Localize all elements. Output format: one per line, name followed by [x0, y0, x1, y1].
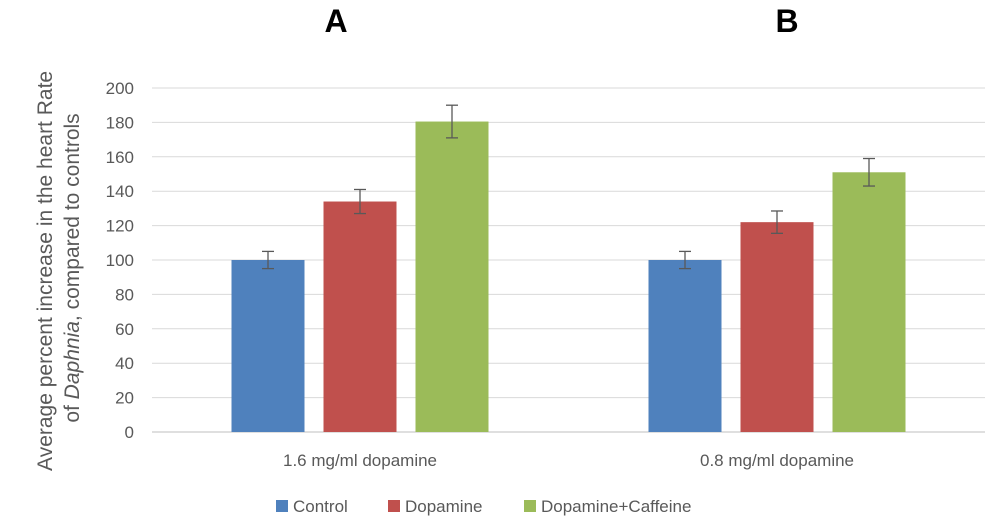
bar-dopamine-caffeine	[832, 172, 906, 432]
y-tick-label: 160	[106, 148, 134, 167]
legend-swatch	[276, 500, 288, 512]
error-bar	[262, 250, 274, 270]
error-bar	[771, 210, 783, 234]
legend-label: Control	[293, 497, 348, 516]
bar-dopamine	[740, 222, 814, 432]
category-label: 0.8 mg/ml dopamine	[700, 451, 854, 470]
error-bars	[262, 104, 875, 270]
bar-dopamine	[323, 201, 397, 432]
y-tick-labels: 0 20 40 60 80 100 120 140 160 180 200	[106, 79, 134, 442]
y-tick-label: 180	[106, 113, 134, 132]
legend-swatch	[388, 500, 400, 512]
panel-label: A	[324, 3, 347, 39]
legend-item: Control	[276, 497, 348, 516]
error-bar	[446, 104, 458, 139]
y-tick-label: 80	[115, 285, 134, 304]
y-tick-label: 40	[115, 354, 134, 373]
y-axis-label-suffix: , compared to controls	[61, 113, 84, 321]
legend-swatch	[524, 500, 536, 512]
y-axis-label: Average percent increase in the heart Ra…	[34, 65, 84, 471]
y-axis-label-italic: Daphnia	[61, 321, 84, 399]
legend-label: Dopamine+Caffeine	[541, 497, 691, 516]
bar-control	[231, 260, 305, 432]
legend-item: Dopamine+Caffeine	[524, 497, 691, 516]
bar-dopamine-caffeine	[415, 121, 489, 432]
legend-item: Dopamine	[388, 497, 483, 516]
bar-control	[648, 260, 722, 432]
error-bar	[354, 188, 366, 215]
panel-label: B	[775, 3, 798, 39]
bars	[231, 121, 906, 432]
y-tick-label: 120	[106, 217, 134, 236]
y-axis-label-line-1: Average percent increase in the heart Ra…	[34, 71, 57, 471]
y-tick-label: 140	[106, 182, 134, 201]
error-bar	[679, 250, 691, 270]
y-tick-label: 60	[115, 320, 134, 339]
y-tick-label: 20	[115, 389, 134, 408]
error-bar	[863, 157, 875, 187]
y-tick-label: 200	[106, 79, 134, 98]
y-tick-label: 100	[106, 251, 134, 270]
category-label: 1.6 mg/ml dopamine	[283, 451, 437, 470]
y-tick-label: 0	[125, 423, 134, 442]
legend-label: Dopamine	[405, 497, 483, 516]
legend: Control Dopamine Dopamine+Caffeine	[276, 497, 691, 516]
y-axis-label-line-2: of Daphnia, compared to controls	[61, 113, 84, 422]
y-axis-label-prefix: of	[61, 399, 84, 422]
category-labels: 1.6 mg/ml dopamine 0.8 mg/ml dopamine	[283, 451, 854, 470]
